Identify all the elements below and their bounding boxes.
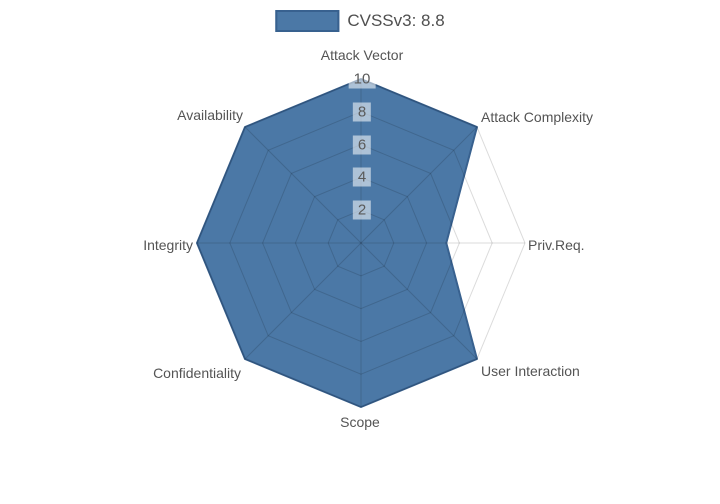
axis-line [360, 126, 478, 244]
axis-label-priv-req: Priv.Req. [528, 237, 585, 253]
axis-line [244, 242, 362, 360]
axis-label-integrity: Integrity [143, 237, 193, 253]
axis-line [244, 126, 362, 244]
axis-label-user-interaction: User Interaction [481, 363, 580, 379]
legend-label: CVSSv3: 8.8 [347, 11, 445, 30]
axis-line [360, 242, 478, 360]
data-polygon [196, 78, 478, 408]
grid-ring [327, 209, 395, 277]
legend-item-cvssv3[interactable]: CVSSv3: 8.8 [275, 10, 445, 32]
grid-ring [262, 144, 460, 342]
axis-label-confidentiality: Confidentiality [153, 365, 241, 381]
legend: CVSSv3: 8.8 [275, 10, 445, 32]
axis-label-attack-vector: Attack Vector [320, 47, 404, 63]
grid-web [196, 78, 526, 408]
axis-label-attack-complexity: Attack Complexity [481, 109, 594, 125]
grid-ring [294, 176, 428, 310]
grid-ring [229, 111, 493, 375]
axis-label-scope: Scope [340, 414, 380, 430]
axis-label-availability: Availability [177, 107, 243, 123]
legend-swatch [275, 10, 340, 32]
grid-ring [196, 78, 526, 408]
